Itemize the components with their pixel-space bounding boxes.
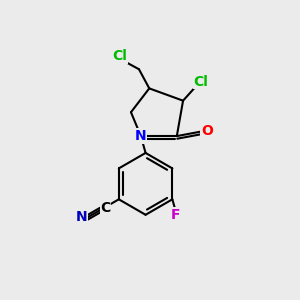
Text: Cl: Cl xyxy=(193,74,208,88)
Text: N: N xyxy=(135,129,147,143)
Text: F: F xyxy=(171,208,181,222)
Text: O: O xyxy=(201,124,213,138)
Text: C: C xyxy=(100,201,110,215)
Text: N: N xyxy=(76,210,87,224)
Text: Cl: Cl xyxy=(112,49,127,63)
